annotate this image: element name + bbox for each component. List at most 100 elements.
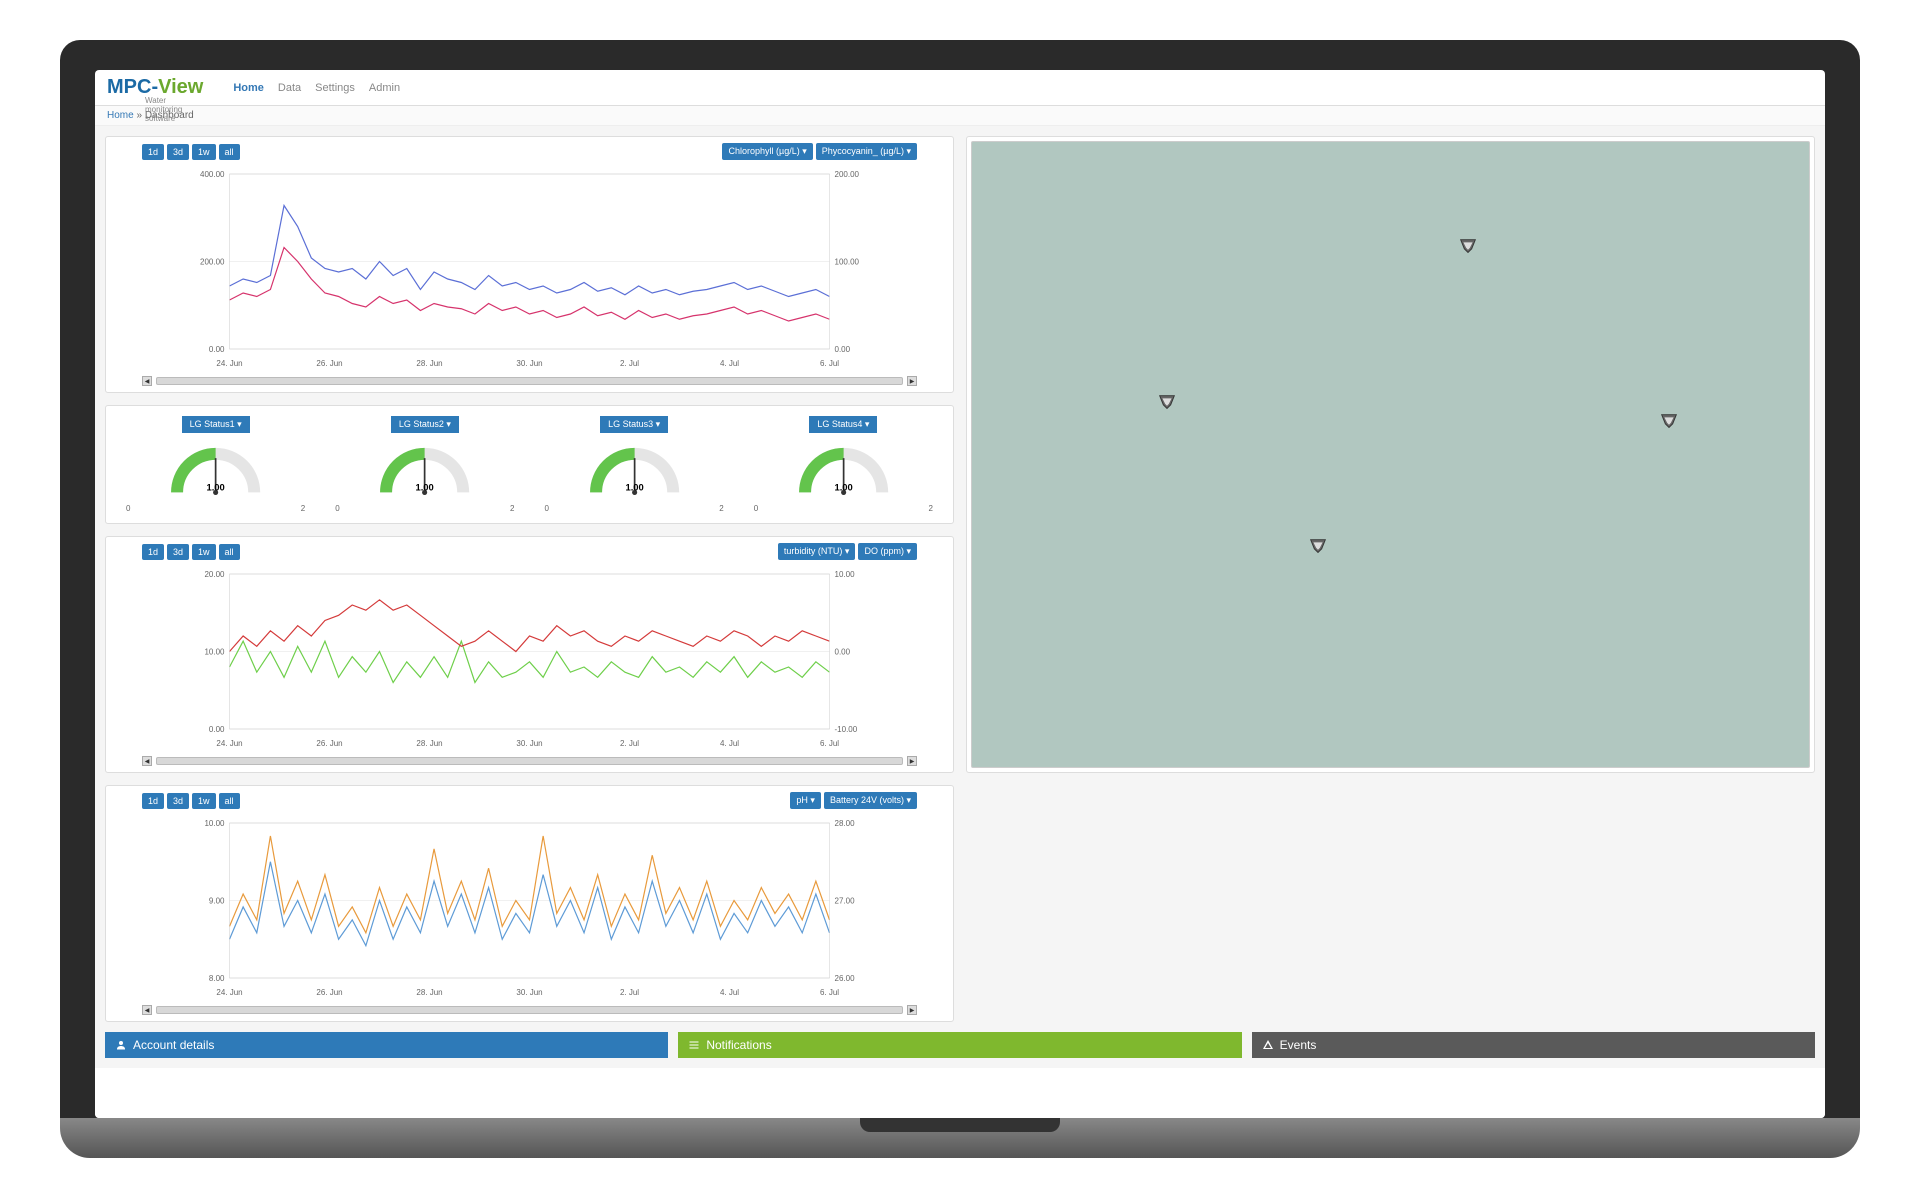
map-marker-2[interactable] <box>1156 392 1178 414</box>
svg-text:0.00: 0.00 <box>209 725 225 734</box>
dropdown-chlorophyll[interactable]: Chlorophyll (µg/L) ▾ <box>722 143 812 160</box>
scroll-right-icon[interactable]: ▶ <box>907 756 917 766</box>
svg-text:1.00: 1.00 <box>625 482 643 493</box>
btn-1d[interactable]: 1d <box>142 144 164 160</box>
svg-text:-10.00: -10.00 <box>835 725 858 734</box>
svg-text:2. Jul: 2. Jul <box>620 988 639 997</box>
chart-ph: 10.0028.009.0027.008.0026.0024. Jun26. J… <box>116 813 943 1003</box>
map-marker-4[interactable] <box>1307 536 1329 558</box>
svg-text:24. Jun: 24. Jun <box>216 359 242 368</box>
btn-all[interactable]: all <box>219 793 240 809</box>
svg-text:4. Jul: 4. Jul <box>720 359 739 368</box>
svg-text:27.00: 27.00 <box>835 897 856 906</box>
bar-account[interactable]: Account details <box>105 1032 668 1058</box>
user-icon <box>115 1039 127 1051</box>
chart-turbidity: 20.00 10.00 10.00 0.00 0.00 -10.00 24. Jun 26. … <box>116 564 943 754</box>
btn-1d[interactable]: 1d <box>142 544 164 560</box>
btn-all[interactable]: all <box>219 144 240 160</box>
warning-icon <box>1262 1039 1274 1051</box>
svg-text:0.00: 0.00 <box>835 648 851 657</box>
svg-text:0.00: 0.00 <box>835 345 851 354</box>
btn-3d[interactable]: 3d <box>167 144 189 160</box>
svg-text:6. Jul: 6. Jul <box>820 359 839 368</box>
chart2-scrollbar[interactable]: ◀ ▶ <box>142 756 917 766</box>
svg-text:2. Jul: 2. Jul <box>620 359 639 368</box>
time-range-buttons: 1d 3d 1w all <box>142 144 240 160</box>
chart-turbidity-panel: 1d 3d 1w all turbidity (NTU) ▾ DO (ppm) … <box>105 536 954 773</box>
btn-3d[interactable]: 3d <box>167 544 189 560</box>
svg-text:28.00: 28.00 <box>835 819 856 828</box>
svg-text:0.00: 0.00 <box>209 345 225 354</box>
scroll-right-icon[interactable]: ▶ <box>907 1005 917 1015</box>
gauge-label[interactable]: LG Status4 ▾ <box>809 416 877 433</box>
svg-text:400.00: 400.00 <box>200 170 225 179</box>
btn-1w[interactable]: 1w <box>192 544 216 560</box>
svg-text:28. Jun: 28. Jun <box>416 739 442 748</box>
nav-home[interactable]: Home <box>233 82 264 94</box>
svg-text:20.00: 20.00 <box>204 570 225 579</box>
breadcrumb: Home » Dashboard <box>95 106 1825 126</box>
svg-text:10.00: 10.00 <box>835 570 856 579</box>
scroll-left-icon[interactable]: ◀ <box>142 756 152 766</box>
svg-text:200.00: 200.00 <box>200 258 225 267</box>
btn-1w[interactable]: 1w <box>192 144 216 160</box>
map-panel-wrap <box>966 136 1815 773</box>
map-marker-1[interactable] <box>1457 236 1479 258</box>
svg-text:30. Jun: 30. Jun <box>516 739 542 748</box>
gauge-1: LG Status1 ▾ 1.00 02 <box>116 416 315 513</box>
dropdown-do[interactable]: DO (ppm) ▾ <box>858 543 917 560</box>
scroll-left-icon[interactable]: ◀ <box>142 1005 152 1015</box>
svg-text:1.00: 1.00 <box>206 482 224 493</box>
svg-text:26.00: 26.00 <box>835 974 856 983</box>
dropdown-turbidity[interactable]: turbidity (NTU) ▾ <box>778 543 856 560</box>
nav-settings[interactable]: Settings <box>315 82 355 94</box>
svg-text:10.00: 10.00 <box>204 648 225 657</box>
svg-text:6. Jul: 6. Jul <box>820 988 839 997</box>
map-panel[interactable] <box>971 141 1810 768</box>
svg-text:10.00: 10.00 <box>204 819 225 828</box>
gauge-label[interactable]: LG Status3 ▾ <box>600 416 668 433</box>
dropdown-ph[interactable]: pH ▾ <box>790 792 821 809</box>
nav-data[interactable]: Data <box>278 82 301 94</box>
gauge-label[interactable]: LG Status1 ▾ <box>182 416 250 433</box>
chart-chlorophyll: 400.00200.00200.00100.000.000.0024. Jun2… <box>116 164 943 374</box>
dropdown-battery[interactable]: Battery 24V (volts) ▾ <box>824 792 917 809</box>
svg-text:200.00: 200.00 <box>835 170 860 179</box>
scroll-left-icon[interactable]: ◀ <box>142 376 152 386</box>
logo-suffix: View <box>158 76 203 98</box>
map-marker-3[interactable] <box>1658 411 1680 433</box>
breadcrumb-home[interactable]: Home <box>107 110 134 121</box>
bar-notifications[interactable]: Notifications <box>678 1032 1241 1058</box>
gauge-2: LG Status2 ▾ 1.00 02 <box>325 416 524 513</box>
chart-ph-panel: 1d 3d 1w all pH ▾ Battery 24V (volts) ▾ … <box>105 785 954 1022</box>
svg-text:24. Jun: 24. Jun <box>216 988 242 997</box>
nav-admin[interactable]: Admin <box>369 82 400 94</box>
chart3-scrollbar[interactable]: ◀ ▶ <box>142 1005 917 1015</box>
svg-text:26. Jun: 26. Jun <box>316 359 342 368</box>
bar-account-label: Account details <box>133 1038 214 1052</box>
scroll-right-icon[interactable]: ▶ <box>907 376 917 386</box>
chart1-scrollbar[interactable]: ◀ ▶ <box>142 376 917 386</box>
gauge-3: LG Status3 ▾ 1.00 02 <box>535 416 734 513</box>
svg-text:9.00: 9.00 <box>209 897 225 906</box>
dropdown-phycocyanin[interactable]: Phycocyanin_ (µg/L) ▾ <box>816 143 917 160</box>
list-icon <box>688 1039 700 1051</box>
svg-text:30. Jun: 30. Jun <box>516 359 542 368</box>
svg-text:1.00: 1.00 <box>416 482 434 493</box>
svg-text:6. Jul: 6. Jul <box>820 739 839 748</box>
btn-1d[interactable]: 1d <box>142 793 164 809</box>
app-logo: MPC-View Water monitoring software <box>107 76 203 99</box>
btn-1w[interactable]: 1w <box>192 793 216 809</box>
bar-events-label: Events <box>1280 1038 1317 1052</box>
btn-3d[interactable]: 3d <box>167 793 189 809</box>
gauges-panel: LG Status1 ▾ 1.00 02 LG Status2 ▾ 1.00 0… <box>105 405 954 524</box>
logo-tagline: Water monitoring software <box>145 96 203 123</box>
bar-events[interactable]: Events <box>1252 1032 1815 1058</box>
gauge-4: LG Status4 ▾ 1.00 02 <box>744 416 943 513</box>
gauge-label[interactable]: LG Status2 ▾ <box>391 416 459 433</box>
svg-text:28. Jun: 28. Jun <box>416 988 442 997</box>
svg-text:4. Jul: 4. Jul <box>720 739 739 748</box>
svg-text:24. Jun: 24. Jun <box>216 739 242 748</box>
svg-text:26. Jun: 26. Jun <box>316 739 342 748</box>
btn-all[interactable]: all <box>219 544 240 560</box>
